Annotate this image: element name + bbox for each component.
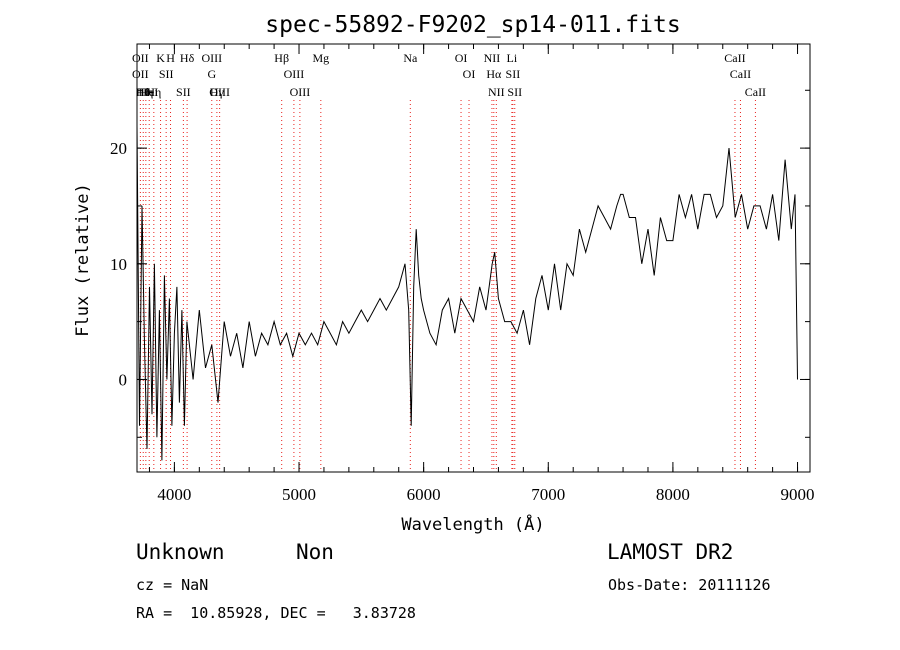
line-label: CaII [730,67,751,81]
x-axis-label: Wavelength (Å) [401,513,544,535]
line-label: OIII [209,85,230,99]
line-label: Mg [312,51,329,65]
line-label: Hθ [136,85,151,99]
line-label: Na [403,51,418,65]
line-label: Li [507,51,518,65]
line-label: SII [176,85,191,99]
y-tick-label: 0 [119,370,128,389]
line-label: Hβ [274,51,289,65]
x-tick-label: 5000 [282,485,316,504]
x-axis-ticks: 4000 5000 6000 7000 8000 9000 [148,44,815,504]
line-label: H [166,51,175,65]
x-tick-label: 6000 [407,485,441,504]
line-label: OIII [290,85,311,99]
x-tick-label: 9000 [781,485,815,504]
line-label: Hη [146,85,161,99]
line-label: OIII [201,51,222,65]
line-label: K [156,51,165,65]
ra-dec-text: RA = 10.85928, DEC = 3.83728 [136,604,416,622]
line-label: NII [488,85,505,99]
line-label: OII [132,67,149,81]
line-label: Hη [138,85,153,99]
plot-frame [136,43,811,473]
line-label: G [207,67,216,81]
spectrum-series-line [136,124,798,461]
line-label: Hα [486,67,502,81]
obs-date-text: Obs-Date: 20111126 [608,576,771,594]
x-tick-label: 8000 [656,485,690,504]
emission-line-markers [139,100,756,472]
object-class: Unknown [136,540,225,564]
line-label: OIII [284,67,305,81]
line-label: SII [159,67,174,81]
line-label: OI [455,51,468,65]
chart-title: spec-55892-F9202_sp14-011.fits [265,12,680,38]
x-tick-label: 7000 [531,485,565,504]
object-subclass: Non [296,540,334,564]
line-label: OII [132,51,149,65]
y-tick-label: 10 [110,255,127,274]
line-label: SII [506,67,521,81]
y-tick-label: 20 [110,139,127,158]
line-label: CaII [724,51,745,65]
line-label: Hδ [180,51,195,65]
line-label: CaII [745,85,766,99]
line-label: SII [507,85,522,99]
redshift-text: cz = NaN [136,576,209,594]
survey-name: LAMOST DR2 [607,540,734,564]
line-label: Hγ [210,85,225,99]
line-label: NII [484,51,501,65]
line-label: OI [463,67,476,81]
y-axis-ticks: 0 10 20 [110,89,810,438]
line-label: HeI [140,85,158,99]
x-tick-label: 4000 [157,485,191,504]
y-axis-label: Flux (relative) [73,183,93,337]
